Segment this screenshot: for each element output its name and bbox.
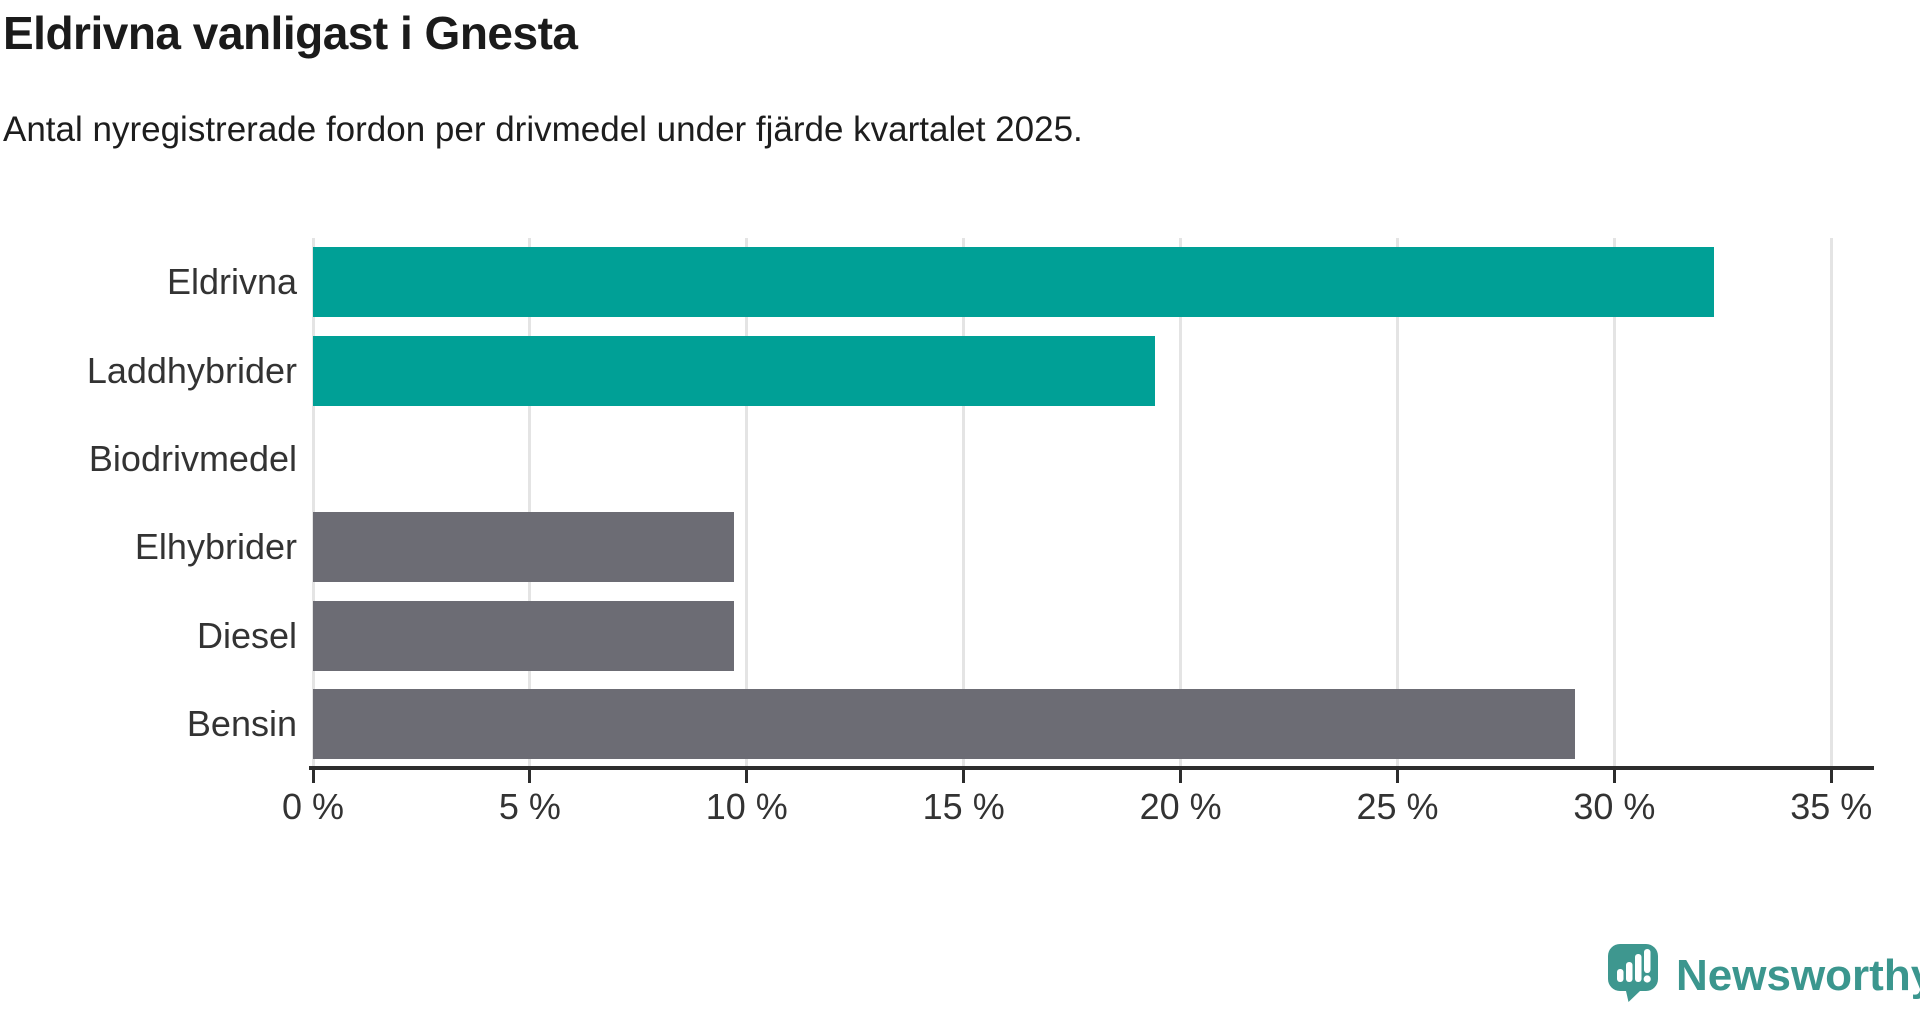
- x-axis-tick-label: 30 %: [1573, 786, 1656, 827]
- x-axis-tick: [1612, 770, 1616, 783]
- gridline: [1179, 238, 1183, 768]
- x-axis-tick-label: 0 %: [281, 786, 345, 827]
- x-axis-tick-label: 15 %: [922, 786, 1005, 827]
- category-label: Bensin: [186, 702, 297, 744]
- category-label: Laddhybrider: [86, 349, 297, 391]
- bar: [313, 335, 1155, 406]
- gridline: [528, 238, 532, 768]
- category-label: Diesel: [196, 614, 297, 656]
- x-axis-tick-label: 35 %: [1790, 786, 1873, 827]
- newsworthy-logo: Newsworthy: [1608, 944, 1920, 1002]
- category-label: Elhybrider: [134, 526, 297, 568]
- x-axis-tick-label: 10 %: [705, 786, 788, 827]
- x-axis-tick-label: 25 %: [1356, 786, 1439, 827]
- bar: [313, 247, 1715, 318]
- category-label: Biodrivmedel: [88, 437, 297, 479]
- gridline: [745, 238, 749, 768]
- x-axis-tick: [1829, 770, 1833, 783]
- x-axis-tick: [745, 770, 749, 783]
- chart-title: Eldrivna vanligast i Gnesta: [3, 7, 578, 59]
- x-axis-tick: [311, 770, 315, 783]
- x-axis-tick: [1179, 770, 1183, 783]
- x-axis-line: [309, 766, 1874, 770]
- bar: [313, 688, 1576, 759]
- bar: [313, 600, 734, 671]
- gridline: [1829, 238, 1833, 768]
- category-label: Eldrivna: [166, 261, 297, 303]
- bar: [313, 512, 734, 583]
- x-axis-tick-label: 5 %: [498, 786, 561, 827]
- x-axis-tick: [962, 770, 966, 783]
- x-axis-tick: [528, 770, 532, 783]
- gridline: [962, 238, 966, 768]
- gridline: [1612, 238, 1616, 768]
- x-axis-tick-label: 20 %: [1139, 786, 1222, 827]
- newsworthy-wordmark: Newsworthy: [1676, 951, 1920, 1000]
- bar-chart-speech-bubble-icon: [1608, 944, 1658, 1002]
- x-axis-tick: [1395, 770, 1399, 783]
- gridline: [311, 238, 315, 768]
- gridline: [1395, 238, 1399, 768]
- chart-subtitle: Antal nyregistrerade fordon per drivmede…: [3, 110, 1083, 149]
